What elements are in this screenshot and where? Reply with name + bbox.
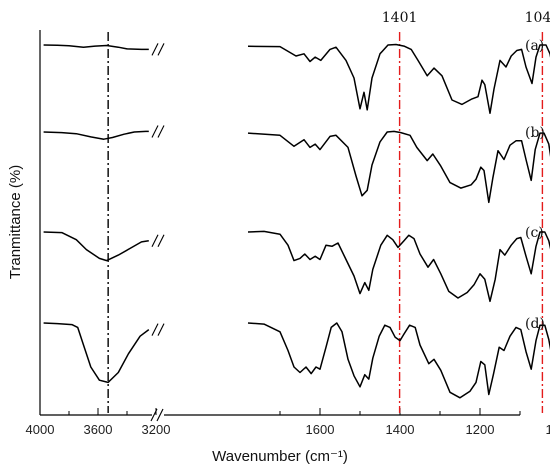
series-3: (c) — [43, 225, 550, 303]
peak-label: 1401 — [382, 10, 418, 26]
x-tick-label: 3600 — [84, 422, 113, 437]
trace-break-mark — [151, 125, 159, 138]
x-tick-label: 4000 — [26, 422, 55, 437]
trace-break-mark — [151, 323, 159, 336]
reference-lines: 1401 1044 — [107, 10, 550, 413]
x-tick-label: 1200 — [466, 422, 495, 437]
series-label: (c) — [525, 225, 544, 241]
trace-fingerprint — [247, 230, 550, 303]
x-tick-label: 1000 — [546, 422, 550, 437]
trace-high-wavenumber — [43, 44, 149, 51]
trace-high-wavenumber — [43, 322, 150, 384]
trace-fingerprint — [247, 322, 550, 399]
series-1: (a) — [43, 38, 550, 114]
x-axis-ticks: 4000 3600 3200 1600 1400 1200 1000 — [26, 408, 550, 437]
trace-break-mark — [157, 234, 165, 248]
series-2: (b) — [43, 125, 550, 204]
peak-label: 1044 — [525, 10, 550, 26]
spectra-traces: (a) (b) (c) (d) — [43, 38, 550, 399]
trace-high-wavenumber — [43, 130, 149, 140]
x-tick-label: 3200 — [142, 422, 171, 437]
x-axis-break-mark — [150, 408, 164, 422]
series-label: (d) — [525, 316, 545, 332]
trace-break-mark — [157, 125, 165, 138]
series-label: (a) — [525, 38, 544, 54]
trace-break-mark — [157, 323, 165, 336]
trace-fingerprint — [247, 43, 550, 114]
axes: 4000 3600 3200 1600 1400 1200 1000 — [26, 30, 550, 437]
trace-break-mark — [157, 43, 165, 56]
x-axis-title: Wavenumber (cm⁻¹) — [212, 448, 348, 465]
series-4: (d) — [43, 316, 550, 399]
trace-break-mark — [151, 43, 159, 56]
x-tick-label: 1600 — [306, 422, 335, 437]
trace-high-wavenumber — [43, 231, 149, 262]
trace-break-mark — [151, 234, 159, 248]
series-label: (b) — [525, 125, 545, 141]
trace-fingerprint — [247, 130, 550, 204]
y-axis-title: Tranmittance (%) — [7, 165, 24, 279]
x-tick-label: 1400 — [386, 422, 415, 437]
